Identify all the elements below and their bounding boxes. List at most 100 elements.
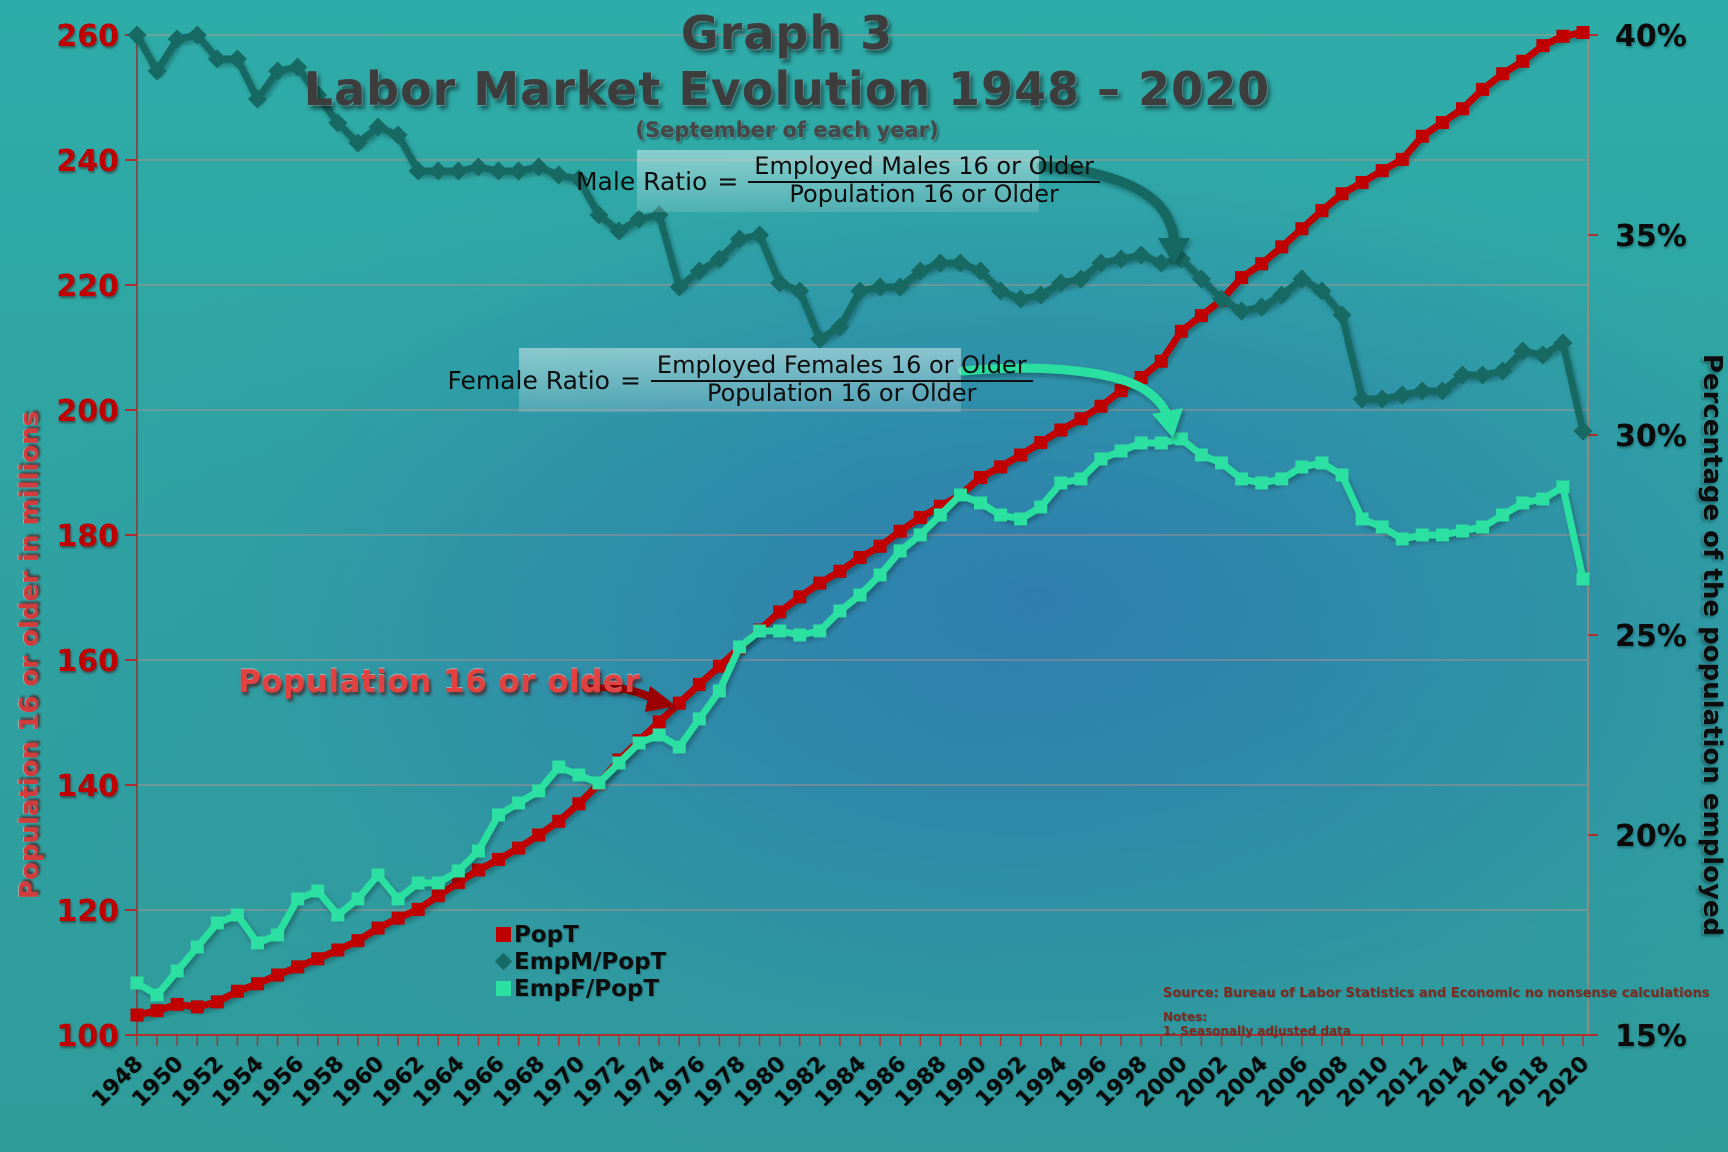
marker-EmpM-PopT [1111,249,1131,269]
marker-EmpM-PopT [1151,253,1171,273]
marker-EmpM-PopT [1412,381,1432,401]
marker-EmpF-PopT [391,892,405,906]
female-ratio-equals: = [619,365,641,395]
marker-EmpM-PopT [248,89,267,109]
male-ratio-formula: Male Ratio = Employed Males 16 or Older … [576,150,1101,212]
marker-PopT [1235,271,1249,284]
marker-EmpF-PopT [1134,436,1148,450]
marker-PopT [1174,324,1188,338]
marker-EmpM-PopT [1432,381,1452,401]
marker-PopT [230,984,244,998]
marker-PopT [1355,176,1369,189]
marker-EmpM-PopT [529,157,549,177]
source-line: Source: Bureau of Labor Statistics and E… [1163,986,1710,1001]
marker-EmpM-PopT [569,169,589,189]
marker-EmpM-PopT [971,261,990,281]
male-ratio-equals: = [717,166,739,196]
marker-PopT [1516,54,1530,68]
marker-EmpM-PopT [1332,305,1352,325]
marker-EmpM-PopT [629,209,649,229]
female-ratio-label: Female Ratio [447,365,610,395]
marker-PopT [692,677,706,691]
marker-PopT [1556,29,1570,43]
marker-EmpM-PopT [930,253,950,273]
square-marker-icon [496,927,511,942]
marker-EmpF-PopT [331,908,345,922]
marker-EmpF-PopT [190,940,204,954]
marker-EmpM-PopT [368,117,388,137]
marker-PopT [431,889,445,903]
marker-EmpF-PopT [1556,480,1570,494]
marker-PopT [1576,26,1590,39]
marker-PopT [873,539,887,553]
marker-PopT [1275,240,1289,254]
marker-EmpM-PopT [1533,345,1553,365]
marker-PopT [652,715,666,729]
marker-EmpF-PopT [1014,512,1028,526]
female-ratio-numerator: Employed Females 16 or Older [650,351,1033,383]
marker-EmpM-PopT [187,25,207,45]
diamond-marker-icon [494,952,513,971]
marker-PopT [1054,423,1068,437]
marker-EmpF-PopT [953,488,967,502]
marker-PopT [672,696,686,710]
marker-PopT [190,1000,204,1014]
marker-EmpM-PopT [790,281,810,301]
marker-EmpM-PopT [509,161,529,181]
marker-EmpF-PopT [1295,460,1309,474]
marker-EmpM-PopT [388,125,408,145]
marker-EmpF-PopT [371,868,385,882]
marker-PopT [130,1008,144,1022]
marker-PopT [833,564,847,578]
marker-EmpF-PopT [451,864,465,878]
marker-EmpF-PopT [672,740,686,754]
note-1: 1. Seasonally adjusted data [1163,1024,1351,1038]
marker-PopT [532,828,546,842]
left-axis-tick-label: 240 [56,144,119,179]
marker-EmpM-PopT [1553,333,1573,353]
marker-EmpM-PopT [1352,389,1372,409]
marker-PopT [1295,222,1309,236]
marker-PopT [1476,82,1490,96]
marker-PopT [793,590,807,604]
marker-EmpF-PopT [572,768,586,782]
marker-EmpM-PopT [1131,245,1151,265]
marker-EmpM-PopT [770,273,790,293]
marker-EmpM-PopT [810,329,830,349]
marker-PopT [1415,129,1429,143]
right-axis-tick-label: 20% [1615,819,1687,854]
marker-EmpM-PopT [147,61,167,81]
marker-PopT [451,876,465,889]
marker-EmpM-PopT [268,61,288,81]
female-ratio-formula: Female Ratio = Employed Females 16 or Ol… [447,348,1033,412]
marker-PopT [170,997,184,1011]
marker-PopT [1094,399,1108,413]
marker-EmpF-PopT [773,624,787,638]
marker-EmpF-PopT [1435,528,1449,542]
right-axis-title: Percentage of the population employed [1697,353,1727,937]
male-ratio-label: Male Ratio [575,166,708,196]
marker-PopT [773,605,787,619]
marker-EmpF-PopT [1094,452,1108,466]
marker-EmpF-PopT [913,528,927,542]
population-callout-arrowhead [645,686,676,712]
left-axis-tick-label: 100 [56,1019,119,1054]
marker-EmpM-PopT [750,225,770,245]
marker-PopT [150,1004,164,1018]
marker-EmpM-PopT [1372,389,1392,409]
marker-PopT [974,471,987,484]
marker-PopT [1496,67,1510,81]
marker-PopT [391,911,405,925]
marker-EmpF-PopT [311,884,325,898]
marker-EmpM-PopT [1573,421,1593,441]
marker-EmpM-PopT [489,161,508,181]
marker-EmpF-PopT [170,964,184,978]
marker-EmpF-PopT [1054,476,1068,490]
male-ratio-numerator: Employed Males 16 or Older [748,152,1101,184]
marker-PopT [1194,309,1208,323]
marker-EmpF-PopT [833,604,847,618]
source-notes: Source: Bureau of Labor Statistics and E… [1163,986,1709,1038]
marker-EmpF-PopT [1154,436,1168,450]
marker-PopT [492,852,505,866]
marker-PopT [411,902,425,916]
